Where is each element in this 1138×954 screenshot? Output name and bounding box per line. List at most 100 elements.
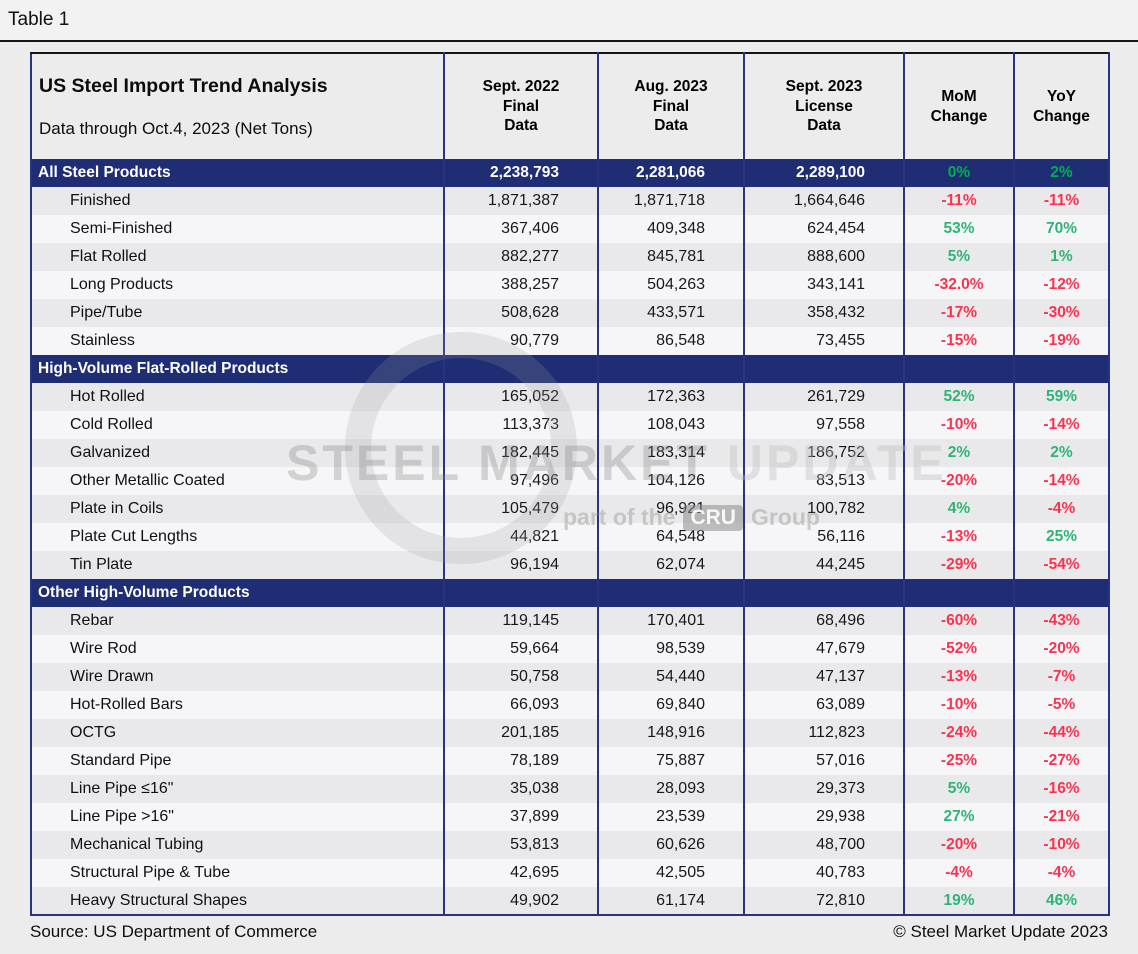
volume-value: 62,074 <box>597 551 744 580</box>
mom-change-value: -10% <box>903 691 1014 720</box>
mom-change-value: -60% <box>903 607 1014 636</box>
table-row: Stainless 90,779 86,548 73,455 -15% -19% <box>31 327 1109 356</box>
mom-change-value: 2% <box>903 439 1014 468</box>
section-total-value: 2,281,066 <box>597 159 744 188</box>
table-section: All Steel Products 2,238,793 2,281,066 2,28… <box>31 159 1109 356</box>
table-row: Plate in Coils 105,479 96,921 100,782 4% -4% <box>31 495 1109 524</box>
product-label: Semi-Finished <box>70 220 173 238</box>
volume-value: 42,505 <box>597 859 744 888</box>
section-title: Other High-Volume Products <box>38 584 250 602</box>
yoy-change-value: -12% <box>1013 271 1109 300</box>
table-row: Other Metallic Coated 97,496 104,126 83,513… <box>31 467 1109 496</box>
table-row: Finished 1,871,387 1,871,718 1,664,646 -11% -… <box>31 187 1109 216</box>
section-total-value: 2,238,793 <box>443 159 598 188</box>
section-total-value <box>443 579 598 608</box>
table-row: Semi-Finished 367,406 409,348 624,454 53% 70% <box>31 215 1109 244</box>
volume-value: 78,189 <box>443 747 598 776</box>
section-yoy-change <box>1013 355 1109 384</box>
yoy-change-value: -5% <box>1013 691 1109 720</box>
product-label: Pipe/Tube <box>70 304 143 322</box>
table-row: Flat Rolled 882,277 845,781 888,600 5% 1% <box>31 243 1109 272</box>
col-header-sept-2023: Sept. 2023 License Data <box>743 53 904 160</box>
volume-value: 83,513 <box>743 467 904 496</box>
column-header-row: US Steel Import Trend Analysis Data thro… <box>31 53 1109 160</box>
section-total-value <box>743 355 904 384</box>
mom-change-value: -17% <box>903 299 1014 328</box>
volume-value: 182,445 <box>443 439 598 468</box>
volume-value: 261,729 <box>743 383 904 412</box>
volume-value: 409,348 <box>597 215 744 244</box>
yoy-change-value: -43% <box>1013 607 1109 636</box>
volume-value: 75,887 <box>597 747 744 776</box>
volume-value: 105,479 <box>443 495 598 524</box>
section-mom-change: 0% <box>903 159 1014 188</box>
table-header: US Steel Import Trend Analysis Data thro… <box>31 53 1109 160</box>
volume-value: 29,373 <box>743 775 904 804</box>
table-row: Wire Drawn 50,758 54,440 47,137 -13% -7% <box>31 663 1109 692</box>
source-note: Source: US Department of Commerce <box>30 922 318 941</box>
volume-value: 54,440 <box>597 663 744 692</box>
table-section: High-Volume Flat-Rolled Products Hot Roll… <box>31 355 1109 580</box>
yoy-change-value: -30% <box>1013 299 1109 328</box>
table-row: Pipe/Tube 508,628 433,571 358,432 -17% -30% <box>31 299 1109 328</box>
table-row: Mechanical Tubing 53,813 60,626 48,700 -20% -… <box>31 831 1109 860</box>
volume-value: 504,263 <box>597 271 744 300</box>
volume-value: 47,679 <box>743 635 904 664</box>
table-row: OCTG 201,185 148,916 112,823 -24% -44% <box>31 719 1109 748</box>
volume-value: 100,782 <box>743 495 904 524</box>
volume-value: 28,093 <box>597 775 744 804</box>
table-row: Heavy Structural Shapes 49,902 61,174 72,81… <box>31 887 1109 916</box>
mom-change-value: -32.0% <box>903 271 1014 300</box>
volume-value: 68,496 <box>743 607 904 636</box>
volume-value: 343,141 <box>743 271 904 300</box>
product-label: Line Pipe >16" <box>70 808 174 826</box>
volume-value: 42,695 <box>443 859 598 888</box>
volume-value: 358,432 <box>743 299 904 328</box>
volume-value: 23,539 <box>597 803 744 832</box>
mom-change-value: -25% <box>903 747 1014 776</box>
yoy-change-value: -14% <box>1013 411 1109 440</box>
col-header-sept-2022: Sept. 2022 Final Data <box>443 53 598 160</box>
table-row: Tin Plate 96,194 62,074 44,245 -29% -54% <box>31 551 1109 580</box>
table-title: US Steel Import Trend Analysis <box>39 74 328 97</box>
mom-change-value: -24% <box>903 719 1014 748</box>
yoy-change-value: -54% <box>1013 551 1109 580</box>
volume-value: 50,758 <box>443 663 598 692</box>
volume-value: 104,126 <box>597 467 744 496</box>
volume-value: 53,813 <box>443 831 598 860</box>
yoy-change-value: 59% <box>1013 383 1109 412</box>
mom-change-value: 4% <box>903 495 1014 524</box>
mom-change-value: 5% <box>903 243 1014 272</box>
table-row: Cold Rolled 113,373 108,043 97,558 -10% -14% <box>31 411 1109 440</box>
product-label: Heavy Structural Shapes <box>70 891 247 909</box>
volume-value: 69,840 <box>597 691 744 720</box>
table-row: Galvanized 182,445 183,314 186,752 2% 2% <box>31 439 1109 468</box>
volume-value: 44,245 <box>743 551 904 580</box>
table-row: Standard Pipe 78,189 75,887 57,016 -25% -27% <box>31 747 1109 776</box>
volume-value: 40,783 <box>743 859 904 888</box>
section-header-row: High-Volume Flat-Rolled Products <box>31 355 1109 384</box>
copyright-note: © Steel Market Update 2023 <box>893 922 1108 941</box>
table-row: Hot-Rolled Bars 66,093 69,840 63,089 -10% -5% <box>31 691 1109 720</box>
volume-value: 63,089 <box>743 691 904 720</box>
yoy-change-value: -19% <box>1013 327 1109 356</box>
product-label: Plate Cut Lengths <box>70 528 198 546</box>
volume-value: 882,277 <box>443 243 598 272</box>
section-header-row: All Steel Products 2,238,793 2,281,066 2,28… <box>31 159 1109 188</box>
table-row: Structural Pipe & Tube 42,695 42,505 40,783… <box>31 859 1109 888</box>
volume-value: 1,871,387 <box>443 187 598 216</box>
section-title: High-Volume Flat-Rolled Products <box>38 360 289 378</box>
section-mom-change <box>903 579 1014 608</box>
col-header-aug-2023: Aug. 2023 Final Data <box>597 53 744 160</box>
yoy-change-value: -4% <box>1013 859 1109 888</box>
yoy-change-value: 70% <box>1013 215 1109 244</box>
volume-value: 98,539 <box>597 635 744 664</box>
volume-value: 112,823 <box>743 719 904 748</box>
mom-change-value: -20% <box>903 831 1014 860</box>
volume-value: 165,052 <box>443 383 598 412</box>
volume-value: 172,363 <box>597 383 744 412</box>
volume-value: 96,921 <box>597 495 744 524</box>
product-label: Wire Rod <box>70 640 137 658</box>
volume-value: 367,406 <box>443 215 598 244</box>
table-title-cell: US Steel Import Trend Analysis Data thro… <box>31 53 444 160</box>
